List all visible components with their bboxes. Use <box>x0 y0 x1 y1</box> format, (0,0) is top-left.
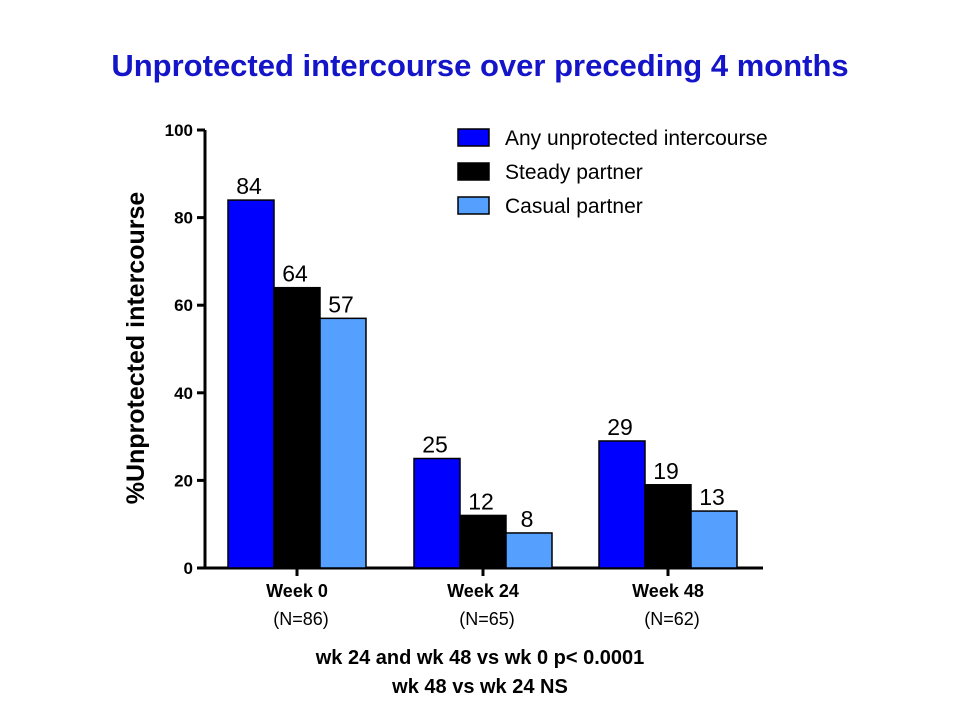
bar <box>644 484 692 569</box>
bar <box>319 317 367 569</box>
legend-swatch <box>457 128 490 147</box>
bar <box>273 286 321 569</box>
legend-label: Any unprotected intercourse <box>505 127 768 150</box>
y-tick-label: 0 <box>184 559 193 578</box>
y-tick-label: 60 <box>174 296 193 315</box>
y-tick-label: 80 <box>174 209 193 228</box>
legend-swatch <box>457 196 490 215</box>
y-tick-label: 100 <box>165 121 193 140</box>
data-label: 13 <box>699 484 725 510</box>
bar <box>690 510 738 569</box>
bar <box>227 199 275 569</box>
x-tick-sublabel: (N=86) <box>273 609 329 629</box>
data-label: 12 <box>468 488 494 514</box>
footnote-significance: wk 24 and wk 48 vs wk 0 p< 0.0001 <box>315 647 645 669</box>
footnote-ns: wk 48 vs wk 24 NS <box>392 676 568 698</box>
bar <box>598 440 646 569</box>
y-axis-label: %Unprotected intercourse <box>122 192 150 505</box>
x-tick-sublabel: (N=65) <box>459 609 515 629</box>
x-tick-label: Week 24 <box>447 581 519 601</box>
data-label: 57 <box>328 291 354 317</box>
x-tick-label: Week 48 <box>632 581 704 601</box>
bar <box>413 457 461 569</box>
bar <box>459 514 507 569</box>
data-label: 64 <box>282 261 308 287</box>
data-label: 8 <box>521 506 534 532</box>
page-title: Unprotected intercourse over preceding 4… <box>111 48 849 83</box>
legend-label: Casual partner <box>505 195 643 218</box>
x-tick-label: Week 0 <box>266 581 328 601</box>
legend-swatch <box>457 162 490 181</box>
y-tick-label: 40 <box>174 384 193 403</box>
x-tick-sublabel: (N=62) <box>644 609 700 629</box>
y-tick-label: 20 <box>174 471 193 490</box>
legend-label: Steady partner <box>505 161 643 184</box>
data-label: 29 <box>607 414 633 440</box>
bar <box>505 532 553 569</box>
data-label: 25 <box>422 432 448 458</box>
data-label: 19 <box>653 458 679 484</box>
data-label: 84 <box>236 173 262 199</box>
